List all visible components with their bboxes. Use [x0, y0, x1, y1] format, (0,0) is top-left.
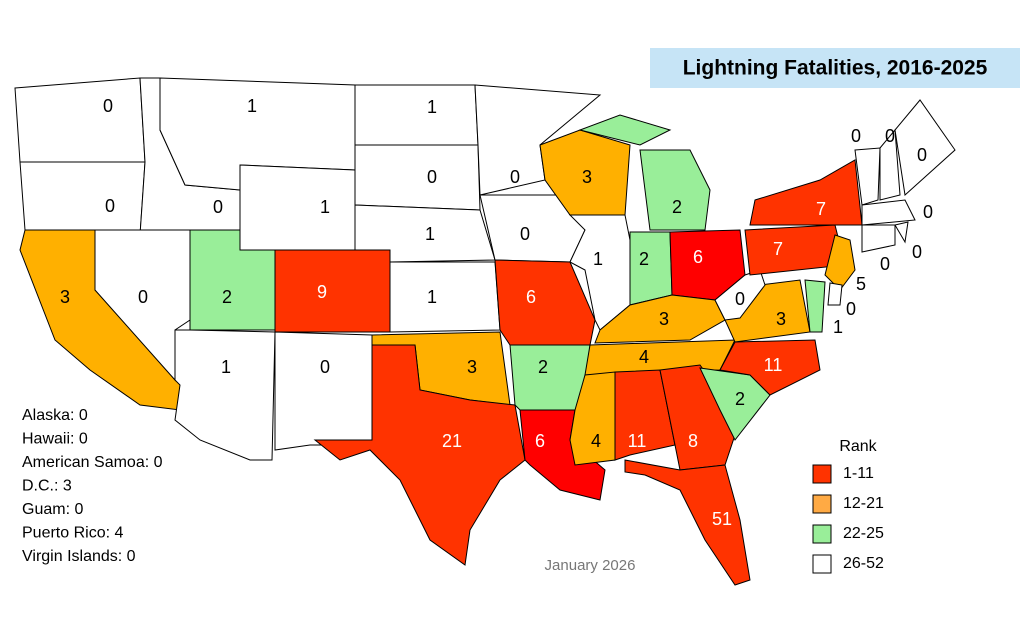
state-value: 0	[510, 167, 520, 187]
state-value: 6	[535, 431, 545, 451]
title-box	[650, 48, 1020, 88]
state-value: 3	[60, 287, 70, 307]
legend-swatch	[812, 554, 832, 574]
state-value: 1	[427, 97, 437, 117]
other-area: Virgin Islands: 0	[22, 548, 136, 565]
legend-title: Rank	[839, 438, 877, 455]
title: Lightning Fatalities, 2016-2025	[683, 57, 988, 80]
state-value: 3	[659, 309, 669, 329]
state-value: 0	[917, 145, 927, 165]
state-value: 0	[923, 202, 933, 222]
state-value: 0	[103, 96, 113, 116]
state-value: 1	[427, 287, 437, 307]
state	[854, 147, 881, 206]
state	[19, 161, 146, 236]
state-value: 2	[735, 389, 745, 409]
state	[629, 231, 673, 306]
legend-swatch	[812, 524, 832, 544]
state-value: 3	[467, 357, 477, 377]
state	[824, 234, 856, 291]
state	[274, 331, 373, 451]
legend-swatch	[812, 464, 832, 484]
legend-label: 1-11	[843, 465, 874, 482]
state	[714, 269, 766, 321]
state-value: 3	[776, 309, 786, 329]
state	[894, 99, 956, 196]
state-value: 7	[816, 199, 826, 219]
state	[861, 199, 916, 226]
state-value: 2	[222, 287, 232, 307]
state-value: 0	[846, 299, 856, 319]
state-value: 0	[520, 224, 530, 244]
state-value: 6	[693, 247, 703, 267]
state-value: 1	[833, 317, 843, 337]
other-area: Guam: 0	[22, 501, 83, 518]
state-value: 5	[856, 274, 866, 294]
other-area: Puerto Rico: 4	[22, 525, 123, 542]
state-value: 11	[764, 355, 783, 375]
state-value: 9	[317, 282, 327, 302]
state	[389, 261, 501, 333]
state-value: 2	[538, 357, 548, 377]
state-value: 51	[712, 509, 732, 529]
state	[354, 144, 481, 211]
state	[861, 224, 896, 253]
state	[494, 259, 596, 346]
state-value: 0	[213, 197, 223, 217]
legend-label: 22-25	[843, 525, 884, 542]
state	[639, 149, 711, 231]
state-value: 2	[672, 197, 682, 217]
state	[313, 344, 526, 566]
state-value: 1	[320, 197, 330, 217]
state	[239, 164, 356, 251]
legend-swatch	[812, 494, 832, 514]
state-value: 0	[427, 167, 437, 187]
state-value: 4	[639, 347, 649, 367]
state	[614, 369, 676, 461]
state	[578, 114, 672, 146]
state-value: 21	[442, 431, 462, 451]
state-value: 6	[526, 287, 536, 307]
state-value: 1	[247, 96, 257, 116]
state	[568, 214, 631, 331]
legend-label: 26-52	[843, 555, 884, 572]
state-value: 1	[425, 224, 435, 244]
state-value: 11	[628, 431, 647, 451]
state-value: 1	[221, 357, 231, 377]
state	[354, 84, 479, 146]
state-value: 0	[880, 254, 890, 274]
state-value: 3	[582, 167, 592, 187]
state	[274, 249, 391, 333]
state-value: 7	[773, 239, 783, 259]
state-value: 0	[105, 196, 115, 216]
state	[14, 77, 146, 163]
legend-label: 12-21	[843, 495, 884, 512]
state	[879, 128, 901, 201]
state-value: 2	[639, 249, 649, 269]
state-value: 4	[591, 431, 601, 451]
state-value: 0	[735, 289, 745, 309]
other-area: American Samoa: 0	[22, 454, 163, 471]
state	[894, 221, 909, 244]
state	[624, 459, 751, 586]
state	[174, 329, 276, 461]
state-value: 8	[688, 431, 698, 451]
other-area: Hawaii: 0	[22, 431, 88, 448]
state-value: 0	[851, 126, 861, 146]
other-area: Alaska: 0	[22, 407, 88, 424]
state-value: 0	[885, 126, 895, 146]
state-value: 0	[320, 357, 330, 377]
state	[749, 159, 863, 226]
state	[827, 282, 843, 306]
state-value: 0	[912, 242, 922, 262]
other-area: D.C.: 3	[22, 478, 72, 495]
footnote: January 2026	[545, 557, 636, 574]
state-value: 0	[138, 287, 148, 307]
state	[804, 279, 826, 333]
state-value: 1	[593, 249, 603, 269]
